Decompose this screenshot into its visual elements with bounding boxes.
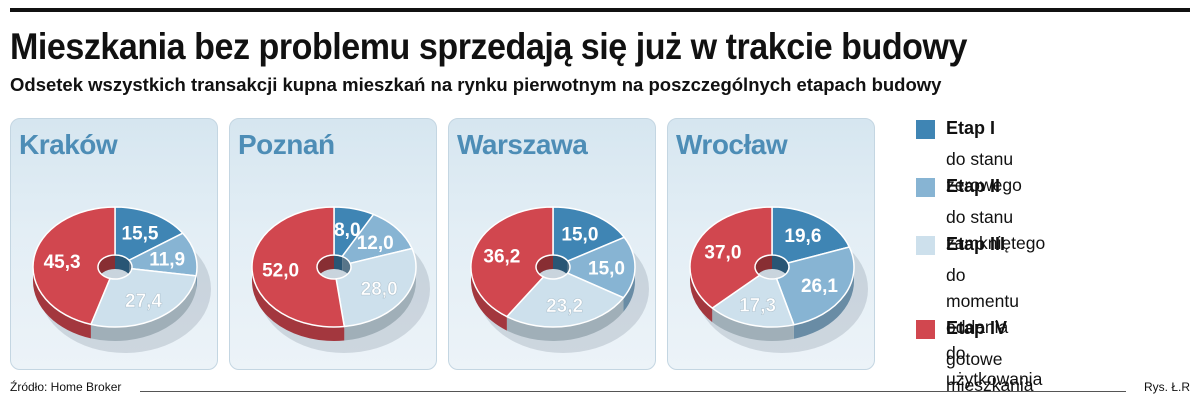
slice-hole-wall-etap-1 (334, 255, 343, 271)
slice-side-etap-3 (90, 275, 197, 341)
legend-name-etap-2: Etap II (946, 176, 1001, 196)
top-rule (10, 8, 1190, 12)
source-note: Źródło: Home Broker (10, 380, 122, 394)
slice-label-etap-4: 45,3 (44, 252, 81, 273)
legend-swatch-etap-2 (916, 178, 935, 197)
slice-etap-4 (32, 206, 116, 326)
legend-name-etap-3: Etap III (946, 234, 1006, 254)
slice-etap-2 (566, 236, 636, 299)
legend-swatch-etap-1 (916, 120, 935, 139)
slice-hole-wall-etap-2 (342, 256, 351, 278)
slice-hole-wall-etap-4 (536, 255, 553, 281)
slice-etap-1 (552, 206, 626, 262)
slice-label-etap-3: 17,3 (739, 296, 776, 317)
legend-name-etap-4: Etap IV (946, 318, 1008, 338)
slice-etap-2 (341, 213, 413, 265)
slice-label-etap-2: 11,9 (149, 249, 185, 270)
slice-label-etap-3: 27,4 (125, 291, 162, 312)
slice-etap-4 (689, 206, 773, 309)
slice-label-etap-1: 15,0 (561, 224, 598, 245)
slice-side-etap-4 (471, 267, 507, 331)
slice-label-etap-1: 8,0 (334, 220, 360, 241)
panel-wroclaw: Wrocław 19,6 26,1 17,3 37,0 (667, 118, 875, 370)
slice-side-etap-4 (252, 267, 345, 341)
slice-label-etap-1: 19,6 (784, 226, 821, 247)
donut-chart-warszawa: 15,015,023,236,2 (470, 206, 649, 353)
donut-chart-wroclaw: 19,6 26,1 17,3 37,0 (689, 206, 868, 353)
slice-etap-3 (711, 274, 795, 328)
slice-hole-wall-etap-1 (115, 255, 130, 275)
legend-desc-etap-1: do stanu zerowego (946, 149, 1022, 195)
slice-etap-2 (775, 246, 855, 326)
panel-title-wroclaw: Wrocław (676, 129, 788, 160)
slice-etap-4 (470, 206, 554, 318)
credit-note: Rys. Ł.R (1143, 380, 1190, 394)
panel-title-krakow: Kraków (19, 129, 118, 160)
slice-hole-wall-etap-1 (553, 255, 568, 276)
chart-subtitle: Odsetek wszystkich transakcji kupna mies… (10, 74, 942, 95)
panel-title-warszawa: Warszawa (457, 129, 588, 160)
panel-title-poznan: Poznań (238, 129, 335, 160)
donut-chart-poznan: 8,012,0 28,0 52,0 (251, 206, 430, 353)
slice-label-etap-1: 15,5 (122, 224, 159, 245)
footer-rule (140, 391, 1126, 392)
slice-label-etap-4: 37,0 (704, 243, 741, 264)
slice-etap-1 (114, 206, 184, 261)
slice-label-etap-4: 52,0 (262, 260, 299, 281)
slice-label-etap-2: 12,0 (357, 233, 394, 254)
slice-label-etap-2: 26,1 (801, 276, 838, 297)
legend-desc-etap-2: do stanu zamkniętego (946, 207, 1046, 253)
slice-hole-wall-etap-4 (317, 255, 334, 281)
legend-desc-etap-4: gotowe mieszkania (946, 349, 1034, 395)
slice-hole-wall-etap-4 (98, 255, 115, 281)
slice-side-etap-3 (344, 267, 416, 341)
slice-hole-wall-etap-1 (772, 255, 789, 278)
legend-swatch-etap-3 (916, 236, 935, 255)
legend-name-etap-1: Etap I (946, 118, 996, 138)
slice-etap-4 (251, 206, 346, 328)
panel-warszawa: Warszawa 15,0 15,0 23,2 36,2 (448, 118, 656, 370)
slice-etap-2 (128, 232, 198, 277)
slice-etap-3 (335, 247, 417, 328)
slice-side-etap-4 (690, 267, 713, 323)
slice-side-etap-3 (712, 308, 794, 341)
donut-chart-krakow: 15,5 11,9 27,4 45,3 (32, 206, 211, 353)
slice-label-etap-3: 28,0 (361, 279, 398, 300)
slice-etap-3 (90, 268, 197, 328)
slice-label-etap-4: 36,2 (483, 247, 520, 268)
chart-title: Mieszkania bez problemu sprzedają się ju… (10, 26, 968, 67)
slice-label-etap-2: 15,0 (588, 258, 625, 279)
panel-krakow: Kraków 15,5 11,9 27,4 45,3 (10, 118, 218, 370)
slice-etap-1 (771, 206, 851, 264)
slice-side-etap-3 (506, 297, 624, 341)
slice-hole-wall-etap-4 (755, 255, 772, 281)
slice-label-etap-3: 23,2 (546, 296, 583, 317)
slice-etap-3 (506, 272, 625, 328)
legend-desc-etap-3: do momentu oddania do użytkowania (946, 265, 1043, 389)
legend-swatch-etap-4 (916, 320, 935, 339)
panel-poznan: Poznań 8,0 12,0 28,0 52,0 (229, 118, 437, 370)
